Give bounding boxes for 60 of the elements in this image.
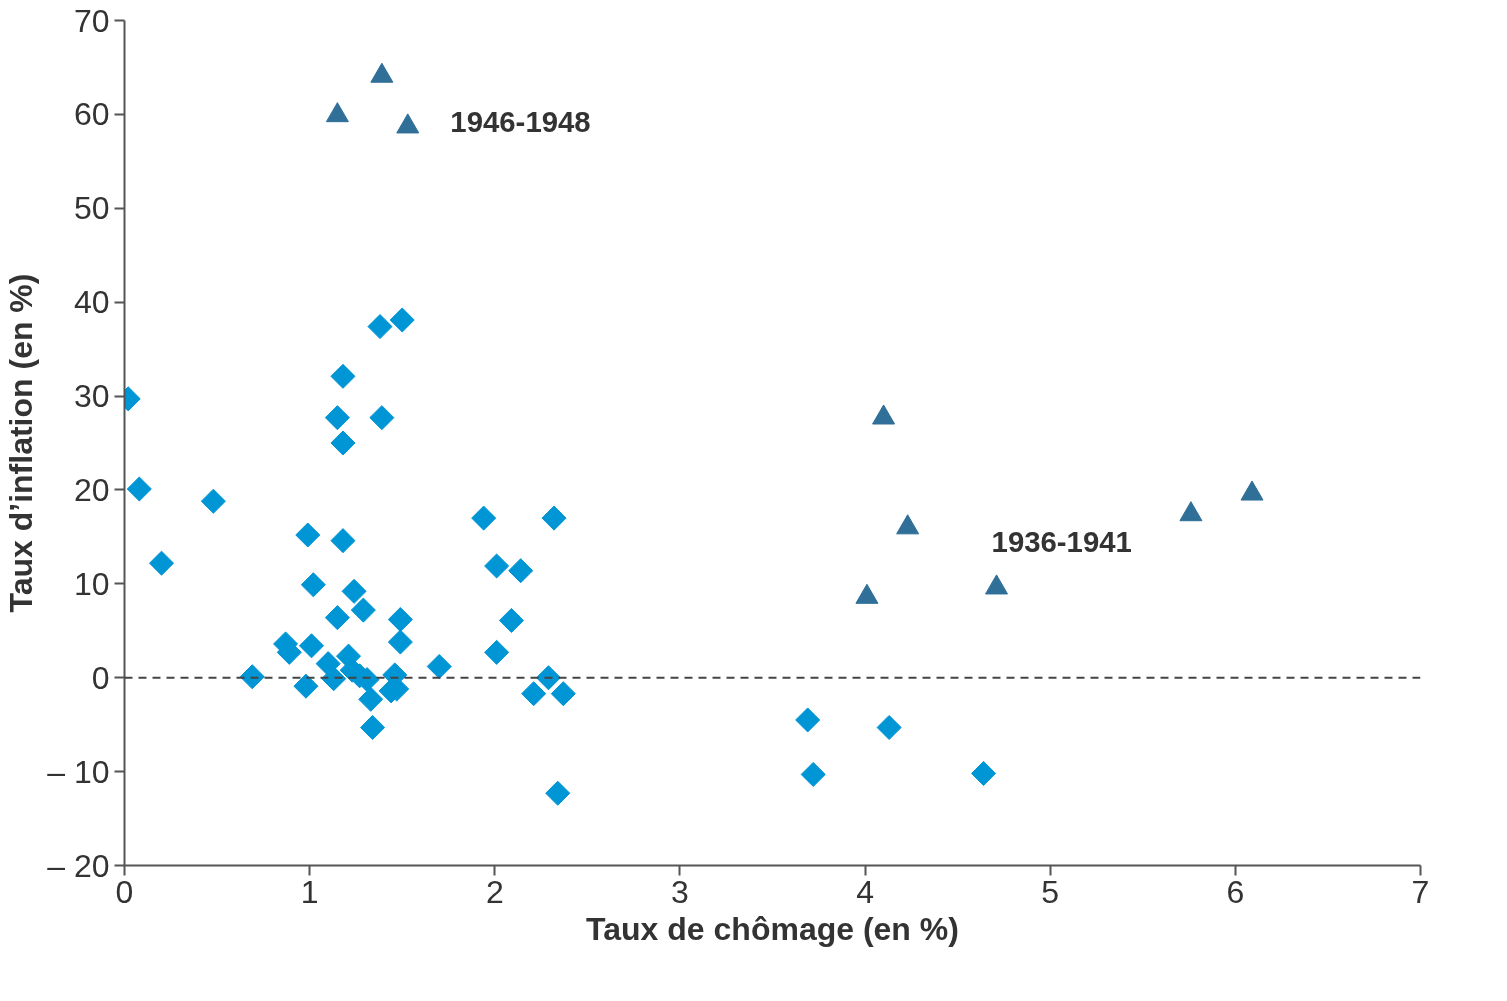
y-tick-label: 0 [91, 659, 110, 696]
point [545, 780, 571, 806]
point [484, 553, 510, 579]
x-tick-label: 6 [1226, 873, 1245, 910]
point [521, 681, 547, 707]
point [800, 761, 826, 787]
point [298, 633, 325, 659]
point [369, 405, 395, 431]
point [426, 653, 452, 679]
x-tick-label: 1 [300, 873, 319, 910]
y-tick-label: 60 [73, 96, 110, 133]
point [387, 629, 413, 655]
point [471, 505, 497, 531]
x-tick-label: 4 [856, 873, 874, 910]
point [126, 476, 152, 502]
point [200, 488, 226, 514]
point [795, 707, 821, 733]
annotation: 1936-1941 [991, 525, 1132, 559]
point [295, 522, 321, 548]
point [367, 314, 393, 340]
point [541, 505, 567, 531]
point [300, 572, 326, 598]
y-tick-label: 50 [73, 190, 110, 227]
y-tick-label: – 20 [47, 847, 110, 884]
point [550, 681, 576, 707]
y-tick-label: – 10 [47, 753, 110, 790]
y-axis-title: Taux d’inflation (en %) [3, 273, 40, 613]
point [324, 605, 350, 631]
point [358, 686, 384, 712]
x-tick-label: 7 [1411, 873, 1430, 910]
point [341, 578, 367, 604]
point [971, 760, 997, 787]
point [350, 597, 376, 623]
y-tick-label: 40 [73, 284, 110, 321]
y-tick-label: 70 [73, 2, 110, 39]
point [387, 606, 413, 633]
x-tick-label: 2 [485, 873, 504, 910]
point [149, 550, 175, 576]
point [508, 558, 534, 584]
x-tick-label: 0 [115, 873, 134, 910]
y-tick-label: 10 [73, 565, 110, 602]
point [389, 307, 415, 333]
point [330, 430, 356, 456]
y-tick-label: 20 [73, 471, 110, 508]
point [293, 673, 319, 699]
x-axis-title: Taux de chômage (en %) [586, 910, 959, 947]
point [360, 714, 386, 740]
point [324, 405, 350, 431]
point [321, 666, 347, 692]
point [498, 607, 524, 633]
point [330, 528, 356, 554]
point [484, 639, 510, 665]
point [876, 714, 902, 740]
annotation: 1946-1948 [450, 105, 591, 139]
x-tick-label: 5 [1041, 873, 1060, 910]
x-tick-label: 3 [671, 873, 689, 910]
point [239, 664, 265, 690]
y-tick-label: 30 [73, 378, 110, 415]
point [535, 665, 561, 691]
point [330, 363, 356, 389]
